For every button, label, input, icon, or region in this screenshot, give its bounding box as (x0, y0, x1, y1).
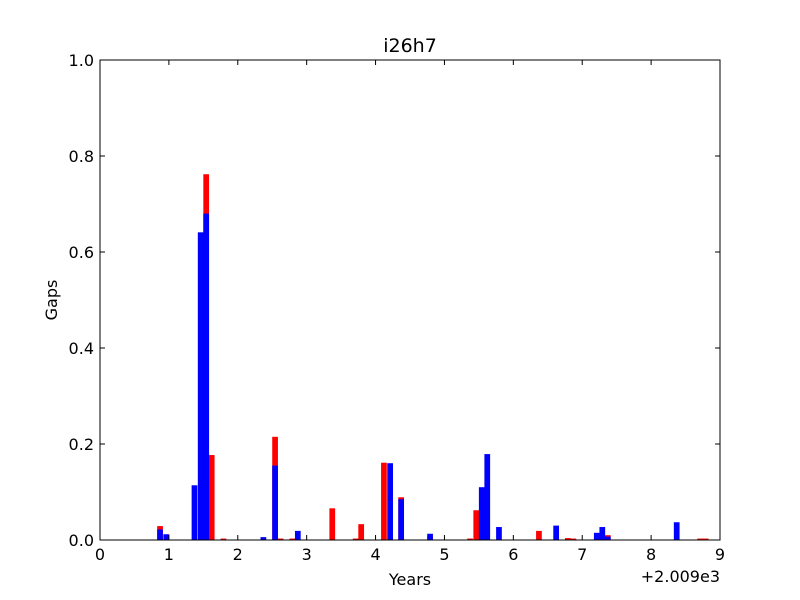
bar-s0-3 (220, 538, 227, 540)
bar-s0-14 (473, 510, 480, 540)
bar-s1-4 (203, 213, 210, 540)
bar-s1-8 (387, 463, 393, 540)
bar-s1-14 (553, 525, 560, 540)
bar-s1-18 (673, 522, 680, 540)
y-tick-label-2: 0.4 (69, 339, 94, 358)
x-axis-label: Years (388, 570, 431, 589)
bar-s1-1 (163, 534, 170, 540)
bar-s0-5 (277, 538, 284, 540)
plot-frame (99, 59, 721, 541)
bar-s1-2 (191, 485, 198, 540)
x-tick-label-8: 8 (646, 545, 656, 564)
bar-s0-21 (702, 538, 709, 540)
bar-s1-11 (478, 487, 485, 540)
bar-s1-13 (496, 527, 502, 540)
x-tick-label-7: 7 (577, 545, 587, 564)
y-axis-label: Gaps (42, 280, 61, 321)
bar-s1-5 (260, 537, 267, 540)
y-tick-label-5: 1.0 (69, 51, 94, 70)
y-tick-label-4: 0.8 (69, 147, 94, 166)
x-tick-label-1: 1 (164, 545, 174, 564)
x-tick-label-0: 0 (95, 545, 105, 564)
bar-s0-8 (352, 538, 359, 540)
x-tick-label-9: 9 (715, 545, 725, 564)
bar-s0-2 (208, 455, 215, 540)
bars-group (157, 174, 709, 541)
bar-s0-7 (329, 508, 336, 540)
bar-s0-15 (536, 530, 542, 540)
x-tick-label-5: 5 (439, 545, 449, 564)
bar-s1-16 (599, 527, 606, 540)
bar-s1-17 (604, 536, 611, 540)
x-tick-label-3: 3 (302, 545, 312, 564)
bar-s1-12 (484, 454, 491, 540)
y-tick-label-3: 0.6 (69, 243, 94, 262)
bar-s1-6 (272, 465, 278, 540)
bar-s1-7 (294, 530, 301, 540)
x-tick-label-2: 2 (233, 545, 243, 564)
y-tick-label-1: 0.2 (69, 435, 94, 454)
bar-s1-3 (197, 232, 204, 540)
y-tick-label-0: 0.0 (69, 531, 94, 550)
y-axis-ticks: 0.0 0.2 0.4 0.6 0.8 1.0 (69, 51, 720, 550)
bar-s1-10 (427, 533, 433, 540)
bar-s0-10 (381, 462, 387, 540)
x-axis-ticks: 0 1 2 3 4 5 6 7 8 9 (95, 60, 725, 564)
bar-s0-20 (697, 538, 703, 540)
bar-s0-9 (358, 524, 365, 540)
bar-s0-16 (565, 538, 571, 540)
bar-s1-0 (157, 529, 163, 540)
bar-s0-13 (467, 538, 473, 540)
x-axis-offset-label: +2.009e3 (641, 567, 720, 586)
chart-title: i26h7 (383, 35, 437, 57)
x-tick-label-6: 6 (508, 545, 518, 564)
bar-s0-17 (570, 538, 577, 540)
bar-s0-6 (289, 538, 296, 540)
x-tick-label-4: 4 (370, 545, 380, 564)
bar-s1-9 (398, 499, 405, 540)
bar-s1-15 (593, 532, 600, 540)
